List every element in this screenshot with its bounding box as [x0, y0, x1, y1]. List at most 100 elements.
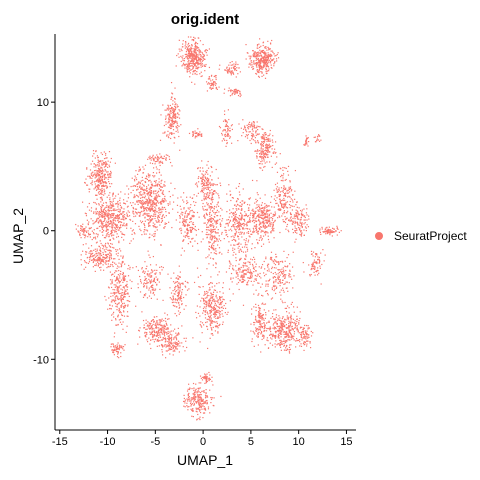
data-point: [86, 219, 88, 221]
data-point: [172, 301, 174, 303]
data-point: [95, 174, 97, 176]
data-point: [165, 115, 167, 117]
data-point: [81, 228, 83, 230]
data-point: [110, 242, 112, 245]
data-point: [109, 259, 111, 261]
data-point: [90, 210, 92, 212]
data-point: [190, 47, 192, 49]
data-point: [219, 222, 221, 224]
data-point: [102, 202, 105, 204]
data-point: [117, 291, 119, 293]
data-point: [331, 231, 333, 233]
data-point: [200, 62, 202, 64]
data-point: [270, 66, 272, 69]
data-point: [235, 240, 237, 242]
data-point: [140, 222, 143, 224]
data-point: [208, 178, 210, 180]
data-point: [269, 209, 271, 211]
data-point: [206, 193, 208, 195]
data-point: [242, 223, 244, 225]
data-point: [162, 132, 164, 134]
data-point: [212, 79, 214, 81]
data-point: [269, 217, 271, 219]
data-point: [118, 211, 121, 213]
data-point: [194, 240, 196, 242]
data-point: [269, 145, 271, 147]
data-point: [101, 244, 103, 246]
data-point: [258, 223, 261, 225]
data-point: [147, 282, 149, 284]
data-point: [242, 251, 245, 253]
data-point: [197, 177, 199, 180]
data-point: [143, 282, 145, 284]
data-point: [305, 212, 308, 214]
data-point: [119, 298, 121, 300]
data-point: [141, 176, 143, 179]
data-point: [319, 267, 321, 269]
data-point: [139, 194, 141, 196]
data-point: [101, 189, 104, 191]
data-point: [275, 151, 277, 154]
data-point: [120, 305, 122, 307]
data-point: [106, 185, 108, 187]
data-point: [216, 220, 219, 222]
data-point: [210, 239, 213, 241]
data-point: [284, 221, 287, 224]
data-point: [144, 177, 147, 180]
data-point: [247, 209, 249, 211]
data-point: [93, 233, 95, 235]
data-point: [317, 256, 319, 258]
data-point: [266, 55, 269, 58]
data-point: [146, 282, 148, 284]
data-point: [92, 261, 94, 264]
data-point: [210, 245, 213, 248]
data-point: [149, 221, 151, 223]
data-point: [85, 253, 87, 255]
data-point: [267, 232, 269, 234]
data-point: [179, 205, 181, 207]
data-point: [256, 157, 258, 159]
data-point: [100, 190, 102, 192]
data-point: [243, 222, 245, 225]
data-point: [219, 182, 221, 184]
data-point: [80, 259, 82, 261]
data-point: [207, 173, 209, 175]
data-point: [187, 213, 190, 215]
data-point: [81, 226, 83, 228]
data-point: [154, 157, 156, 159]
data-point: [152, 291, 155, 294]
data-point: [186, 49, 188, 51]
data-point: [231, 70, 233, 72]
data-point: [189, 72, 191, 74]
data-point: [213, 225, 215, 227]
data-point: [147, 174, 150, 176]
data-point: [204, 198, 207, 200]
data-point: [229, 194, 231, 196]
data-point: [312, 255, 314, 257]
data-point: [215, 87, 217, 90]
data-point: [282, 221, 285, 223]
data-point: [152, 215, 154, 217]
data-point: [251, 62, 253, 64]
data-point: [264, 216, 266, 218]
data-point: [111, 280, 113, 283]
data-point: [107, 222, 109, 224]
data-point: [262, 222, 265, 224]
data-point: [152, 279, 155, 281]
data-point: [124, 285, 127, 287]
data-point: [204, 193, 206, 195]
data-point: [100, 259, 102, 261]
data-point: [121, 294, 124, 296]
data-point: [95, 166, 97, 168]
data-point: [251, 135, 254, 137]
data-point: [265, 69, 268, 71]
data-point: [323, 231, 325, 233]
data-point: [249, 214, 251, 216]
data-point: [257, 133, 259, 136]
data-point: [195, 55, 198, 57]
data-point: [107, 160, 109, 162]
data-point: [139, 275, 141, 278]
data-point: [215, 222, 217, 224]
data-point: [217, 214, 219, 217]
data-point: [278, 215, 280, 217]
